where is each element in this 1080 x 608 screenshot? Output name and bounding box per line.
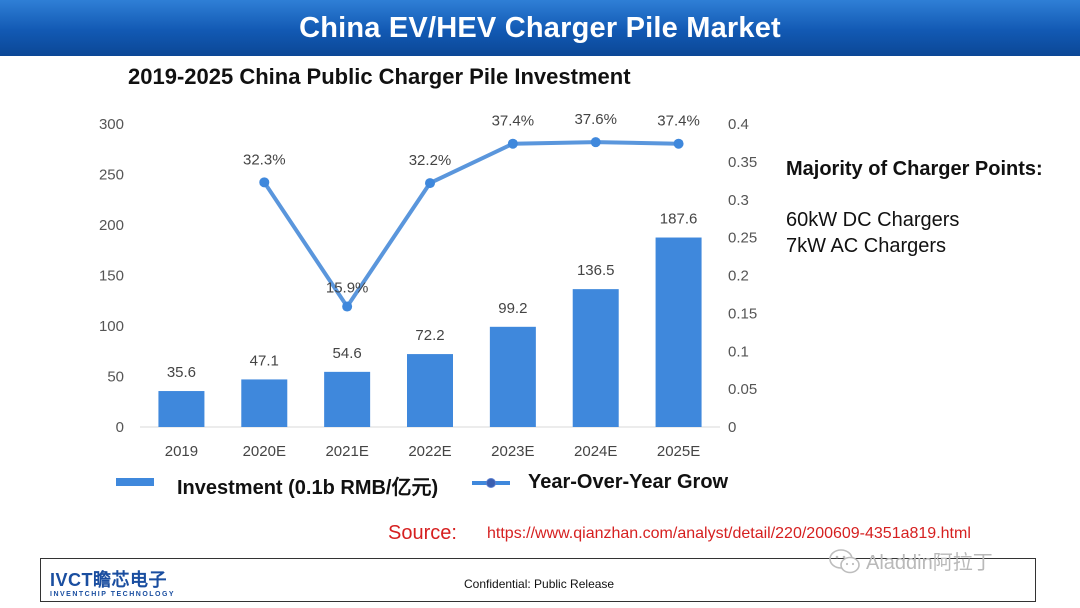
notes-item-dc: 60kW DC Chargers (786, 209, 960, 231)
x-tick-2023E: 2023E (491, 443, 534, 460)
yoy-point-2020E (259, 177, 270, 188)
wechat-icon (829, 549, 860, 574)
y-left-tick-4: 200 (99, 217, 124, 234)
yoy-point-2022E (425, 178, 435, 189)
yoy-line (262, 140, 679, 309)
y-right-tick-4: 0.2 (728, 268, 749, 285)
bar-2022E (407, 354, 453, 427)
bar-label-2024E: 136.5 (577, 262, 615, 279)
y-left-tick-3: 150 (99, 268, 124, 285)
logo-sub-text: INVENTCHIP TECHNOLOGY (50, 591, 176, 598)
yoy-label-2024E: 37.6% (574, 111, 617, 128)
legend-investment-swatch (116, 478, 154, 486)
y-left-tick-0: 0 (116, 419, 124, 436)
notes-heading: Majority of Charger Points: (786, 158, 1043, 180)
footer-bar (40, 558, 1036, 602)
bar-label-2020E: 47.1 (250, 352, 279, 369)
y-right-tick-8: 0.4 (728, 116, 749, 133)
x-tick-2022E: 2022E (408, 443, 451, 460)
bar-2021E (324, 371, 371, 427)
y-right-tick-6: 0.3 (728, 192, 749, 209)
yoy-point-2023E (507, 138, 518, 149)
company-logo: IVCT瞻芯电子 INVENTCHIP TECHNOLOGY (50, 566, 175, 598)
y-right-tick-1: 0.05 (728, 381, 757, 398)
chart-title: 2019-2025 China Public Charger Pile Inve… (128, 64, 631, 89)
x-tick-2024E: 2024E (574, 443, 617, 460)
y-left-tick-5: 250 (99, 167, 124, 184)
yoy-point-2025E (673, 138, 684, 149)
bar-label-2025E: 187.6 (660, 211, 698, 228)
yoy-point-2024E (590, 137, 601, 148)
bar-2020E (241, 379, 288, 427)
yoy-label-2021E: 15.9% (326, 280, 369, 297)
bar-2025E (655, 237, 702, 427)
y-right-tick-3: 0.15 (728, 305, 757, 322)
y-right-tick-0: 0 (728, 419, 736, 436)
y-right-tick-2: 0.1 (728, 343, 749, 360)
y-left-tick-1: 50 (107, 369, 124, 386)
legend-yoy-marker-icon (486, 478, 496, 488)
logo-main-text: IVCT瞻芯电子 (50, 570, 168, 590)
bar-label-2022E: 72.2 (415, 327, 444, 344)
bar-label-2021E: 54.6 (333, 345, 362, 362)
bar-2023E (489, 326, 536, 427)
x-tick-2025E: 2025E (657, 443, 700, 460)
x-tick-2021E: 2021E (325, 443, 368, 460)
y-right-tick-7: 0.35 (728, 154, 757, 171)
bar-label-2023E: 99.2 (498, 300, 527, 317)
y-left-tick-2: 100 (99, 318, 124, 335)
watermark-text: Aladdin阿拉丁 (866, 552, 993, 574)
page-title: China EV/HEV Charger Pile Market (299, 11, 781, 44)
source-label: Source: (388, 522, 457, 544)
yoy-label-2023E: 37.4% (492, 113, 535, 130)
yoy-label-2025E: 37.4% (657, 113, 700, 130)
x-tick-2020E: 2020E (243, 443, 286, 460)
legend-yoy-label: Year-Over-Year Grow (528, 471, 729, 493)
bar-label-2019: 35.6 (167, 364, 196, 381)
source-url[interactable]: https://www.qianzhan.com/analyst/detail/… (487, 525, 971, 542)
confidential-label: Confidential: Public Release (464, 577, 615, 591)
title-banner: China EV/HEV Charger Pile Market (0, 0, 1080, 56)
yoy-label-2020E: 32.3% (243, 151, 286, 168)
yoy-point-2021E (342, 301, 353, 312)
bar-2024E (572, 289, 619, 427)
y-left-tick-6: 300 (99, 116, 124, 133)
bar-2019 (158, 391, 205, 427)
legend-investment-label: Investment (0.1b RMB/亿元) (177, 477, 439, 499)
notes-item-ac: 7kW AC Chargers (786, 235, 947, 257)
y-right-tick-5: 0.25 (728, 230, 757, 247)
yoy-label-2022E: 32.2% (409, 152, 452, 169)
x-tick-2019: 2019 (165, 443, 198, 460)
